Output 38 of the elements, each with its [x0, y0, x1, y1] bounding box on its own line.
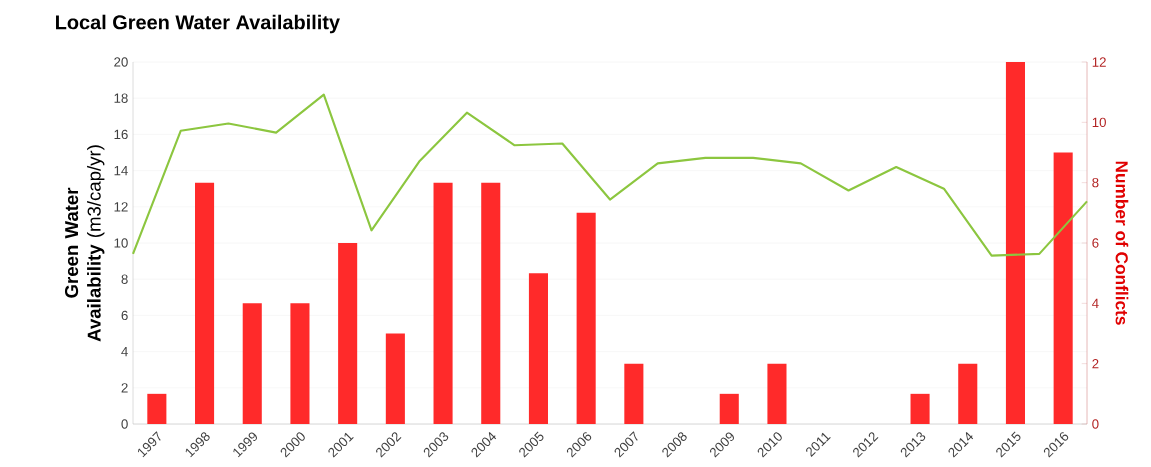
bar: [147, 393, 167, 424]
y-tick-label: 18: [114, 93, 128, 103]
bar: [433, 182, 453, 424]
y-tick-label: 4: [121, 347, 128, 357]
bar: [958, 363, 978, 424]
y-tick-label: 16: [114, 129, 128, 140]
bar: [1053, 152, 1073, 424]
y-tick-label: 14: [114, 166, 128, 176]
bar: [576, 212, 596, 424]
y-tick-label: 20: [114, 57, 128, 67]
y2-tick-label: 2: [1092, 359, 1099, 369]
y-tick-label: 6: [121, 310, 128, 321]
bar: [290, 303, 310, 424]
bar: [624, 363, 644, 424]
bar: [528, 273, 548, 424]
bar: [767, 363, 787, 424]
bar: [385, 333, 405, 424]
y-tick-label: 8: [121, 274, 128, 284]
y2-tick-label: 0: [1092, 419, 1099, 429]
y-tick-label: 2: [121, 383, 128, 393]
y2-axis-title: Number of Conflicts: [1115, 161, 1129, 325]
line-series: [131, 93, 1089, 257]
bar: [719, 393, 739, 424]
bar: [1005, 61, 1025, 424]
chart-title: Local Green Water Availability: [56, 14, 340, 34]
y-tick-label: 12: [114, 202, 128, 212]
y2-tick-label: 10: [1092, 117, 1106, 128]
y2-tick-label: 12: [1092, 57, 1106, 67]
y-tick-label: 0: [121, 419, 128, 429]
bar: [195, 182, 215, 424]
y2-tick-label: 4: [1092, 298, 1099, 308]
bar: [481, 182, 501, 424]
y-tick-label: 10: [114, 238, 128, 248]
bar: [910, 393, 930, 424]
bar: [242, 303, 262, 424]
bar: [338, 243, 358, 424]
y2-tick-label: 8: [1092, 177, 1099, 188]
y2-tick-label: 6: [1092, 238, 1099, 248]
